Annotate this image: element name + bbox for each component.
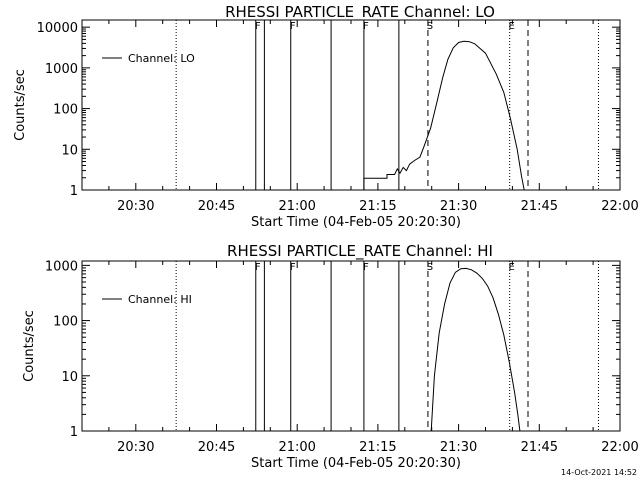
event-marker-label: F [255, 262, 261, 273]
y-tick-label: 1000 [45, 62, 78, 77]
chart-panel-hi: RHESSI PARTICLE_RATE Channel: HI Start Ti… [22, 242, 639, 471]
event-marker-label: F [363, 262, 369, 273]
x-tick-label: 20:45 [198, 440, 235, 455]
chart-panel-lo: RHESSI PARTICLE_RATE Channel: LO Start Ti… [13, 3, 639, 230]
x-tick-label: 21:45 [521, 440, 558, 455]
y-tick-label: 10 [61, 143, 78, 158]
x-tick-label: 20:45 [198, 199, 235, 214]
legend-label: Channel: HI [128, 293, 192, 306]
x-tick-label: 22:00 [601, 199, 638, 214]
x-tick-label: 20:30 [117, 199, 154, 214]
chart-title: RHESSI PARTICLE_RATE Channel: HI [227, 242, 493, 261]
event-marker-label: S [427, 262, 433, 273]
y-tick-label: 1 [70, 184, 78, 199]
y-tick-label: 1 [70, 425, 78, 440]
plot-timestamp: 14-Oct-2021 14:52 [561, 468, 637, 477]
series-line [363, 40, 525, 190]
event-marker-label: S [427, 21, 433, 32]
x-tick-label: 21:15 [359, 440, 396, 455]
y-tick-label: 1000 [45, 259, 78, 274]
event-marker-label: E [509, 21, 515, 32]
event-marker-label: E [509, 262, 515, 273]
x-axis-label: Start Time (04-Feb-05 20:20:30) [251, 456, 461, 471]
y-tick-label: 100 [53, 315, 78, 330]
event-marker-label: F [255, 21, 261, 32]
event-marker-label: F [290, 21, 296, 32]
x-tick-label: 21:00 [278, 440, 315, 455]
y-axis-label: Counts/sec [13, 69, 28, 141]
y-tick-label: 10000 [37, 21, 78, 36]
x-tick-label: 20:30 [117, 440, 154, 455]
y-tick-label: 100 [53, 103, 78, 118]
x-tick-label: 21:30 [440, 440, 477, 455]
plot-frame [81, 19, 621, 191]
x-tick-label: 22:00 [601, 440, 638, 455]
event-marker-label: F [290, 262, 296, 273]
y-axis-label: Counts/sec [22, 310, 37, 382]
event-marker-label: F [363, 21, 369, 32]
x-tick-label: 21:30 [440, 199, 477, 214]
x-tick-label: 21:15 [359, 199, 396, 214]
x-axis-label: Start Time (04-Feb-05 20:20:30) [251, 215, 461, 230]
legend-label: Channel: LO [128, 52, 195, 65]
series-line [430, 267, 521, 431]
chart-title: RHESSI PARTICLE_RATE Channel: LO [225, 3, 495, 22]
x-tick-label: 21:45 [521, 199, 558, 214]
y-tick-label: 10 [61, 370, 78, 385]
x-tick-label: 21:00 [278, 199, 315, 214]
plot-frame [81, 260, 621, 432]
